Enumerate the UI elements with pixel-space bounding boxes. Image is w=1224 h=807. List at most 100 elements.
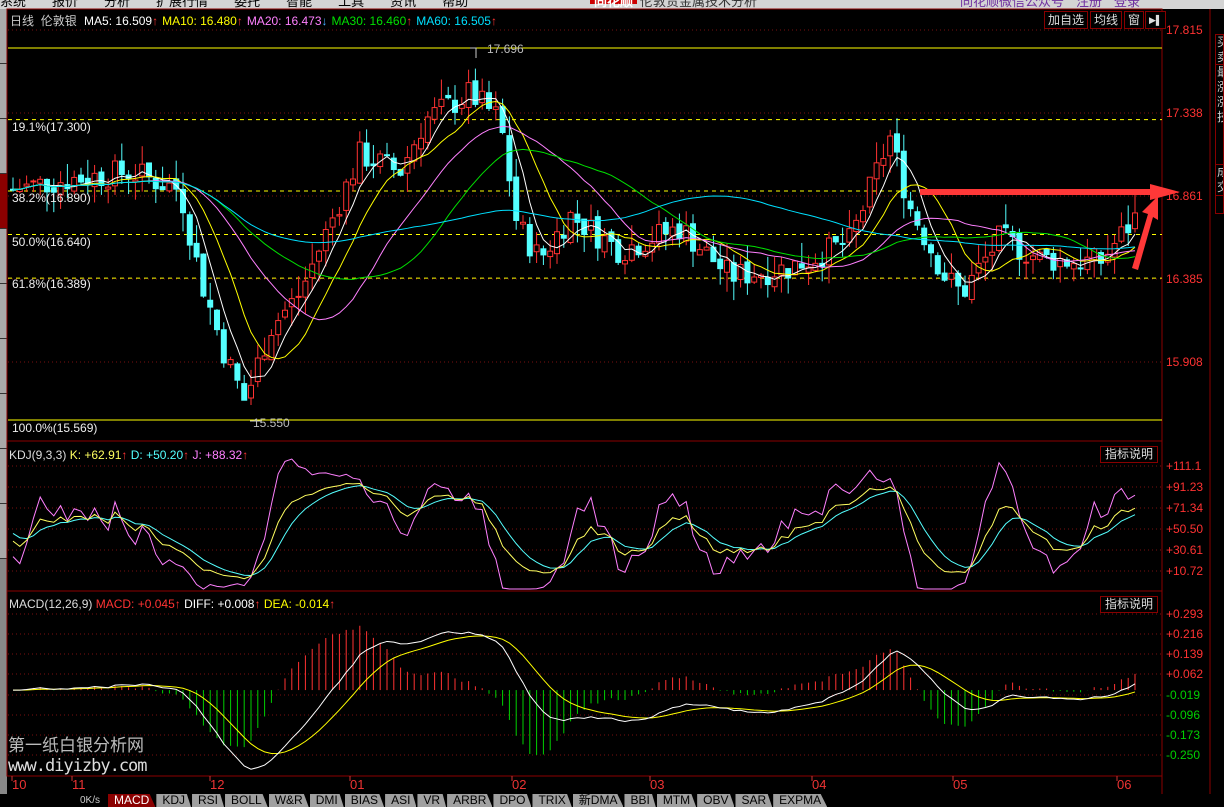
menu-bar: 系统 报价 分析 扩展行情 委托 智能 工具 资讯 帮助 同花顺 伦敦贵金属技术分析 同花顺微信… (0, 0, 1224, 9)
kdj-j-line (12, 458, 1136, 590)
candle-up (737, 263, 744, 281)
macd-tick: +0.216 (1166, 627, 1204, 641)
candle-up (547, 250, 554, 258)
ma-value: MA30: 16.460 (331, 14, 407, 28)
candle-up (91, 172, 98, 188)
candle-down (928, 244, 934, 254)
candle-up (554, 231, 560, 255)
macd-header: MACD(12,26,9) MACD: +0.045↑ DIFF: +0.008… (9, 597, 335, 611)
up-arrow-icon: ↑ (490, 14, 497, 28)
candle-up (479, 90, 486, 104)
candle-down (1050, 252, 1057, 271)
tab-rsi[interactable]: RSI (192, 794, 225, 807)
candle-up (669, 226, 676, 237)
candle-down (594, 216, 601, 249)
tab-boll[interactable]: BOLL (225, 794, 268, 807)
price-tick: 15.908 (1166, 355, 1203, 369)
candle-down (1043, 248, 1050, 255)
fib-label: 38.2%(16.890) (12, 191, 91, 205)
kdj-tick: +71.34 (1166, 501, 1204, 515)
tab-bbi[interactable]: BBI (624, 794, 656, 807)
tab-asi[interactable]: ASI (385, 794, 417, 807)
tab-mtm[interactable]: MTM (656, 794, 697, 807)
kdj-title: KDJ(9,3,3) (9, 448, 67, 462)
kdj-d-line (12, 485, 1136, 576)
candle-down (934, 255, 941, 275)
candle-up (411, 144, 418, 162)
tab-新dma[interactable]: 新DMA (572, 794, 624, 807)
tab-volume[interactable]: 成交 (1216, 165, 1223, 196)
candle-up (112, 160, 118, 187)
candle-up (329, 217, 336, 228)
candle-up (30, 180, 37, 183)
collapse-panel-button[interactable]: ▶▌ (1145, 11, 1167, 29)
tab-kdj[interactable]: KDJ (156, 794, 192, 807)
tab-arbr[interactable]: ARBR (447, 794, 493, 807)
tab-macd[interactable]: MACD (108, 794, 156, 807)
kdj-tick: +91.23 (1166, 480, 1204, 494)
candle-down (1098, 252, 1104, 264)
candle-up (683, 225, 690, 242)
candle-up (71, 176, 78, 192)
fib-label: 100.0%(15.569) (12, 421, 98, 435)
candle-down (785, 268, 792, 279)
kdj-j: J: +88.32 (192, 448, 243, 462)
ma-toggle-button[interactable]: 均线 (1090, 11, 1123, 29)
fib-label: 19.1%(17.300) (12, 120, 91, 134)
candle-down (635, 245, 642, 256)
candle-down (839, 242, 846, 245)
up-arrow-icon: ↑ (329, 597, 336, 611)
macd-tick: +0.062 (1166, 667, 1204, 681)
macd-panel-frame (6, 590, 1163, 777)
macd-tick: +0.139 (1166, 647, 1204, 661)
candle-up (424, 116, 431, 143)
right-side-tabs[interactable]: 买卖最涨涨技成交 (1215, 34, 1224, 214)
tab-stats[interactable]: 最涨涨技 (1216, 65, 1223, 165)
tab-dpo[interactable]: DPO (493, 794, 532, 807)
tab-sar[interactable]: SAR (735, 794, 773, 807)
candle-down (506, 135, 513, 182)
candle-up (860, 210, 866, 223)
tab-trix[interactable]: TRIX (532, 794, 572, 807)
up-arrow-icon: ↑ (406, 14, 413, 28)
price-tick: 16.385 (1166, 272, 1203, 286)
date-label: 03 (650, 777, 665, 792)
candle-up (622, 260, 628, 265)
candle-up (166, 182, 173, 192)
candle-down (207, 299, 214, 308)
tab-vr[interactable]: VR (417, 794, 447, 807)
tab-trade[interactable]: 买卖 (1216, 35, 1223, 65)
candle-down (50, 187, 57, 193)
candle-down (921, 227, 928, 246)
candle-down (180, 188, 186, 214)
candle-down (574, 213, 581, 223)
date-label: 10 (12, 777, 27, 792)
candle-up (996, 225, 1002, 251)
left-side-tabs[interactable] (0, 9, 7, 794)
tab-w&r[interactable]: W&R (268, 794, 309, 807)
candle-down (676, 223, 683, 240)
macd-help-button[interactable]: 指标说明 (1100, 596, 1159, 613)
tab-dmi[interactable]: DMI (309, 794, 344, 807)
add-watchlist-button[interactable]: 加自选 (1044, 11, 1089, 29)
up-arrow-icon: ↑ (254, 597, 261, 611)
date-label: 12 (210, 777, 225, 792)
candle-up (322, 229, 329, 252)
ma-legend: MA5: 16.509↑ MA10: 16.480↑ MA20: 16.473↓ MA… (80, 14, 497, 28)
tab-expma[interactable]: EXPMA (773, 794, 828, 807)
candle-down (384, 154, 390, 157)
tab-obv[interactable]: OBV (697, 794, 735, 807)
candle-up (404, 157, 411, 174)
window-button[interactable]: 窗 (1124, 11, 1145, 29)
tab-bias[interactable]: BIAS (344, 794, 385, 807)
candle-up (866, 176, 873, 208)
kdj-tick: +111.1 (1166, 459, 1202, 473)
candle-up (465, 82, 472, 108)
candle-up (1111, 242, 1118, 258)
network-speed: 0K/s (80, 795, 101, 806)
kdj-help-button[interactable]: 指标说明 (1100, 446, 1159, 463)
kdj-k-line (12, 482, 1136, 580)
kdj-tick: +50.50 (1166, 522, 1204, 536)
candle-up (778, 264, 785, 276)
